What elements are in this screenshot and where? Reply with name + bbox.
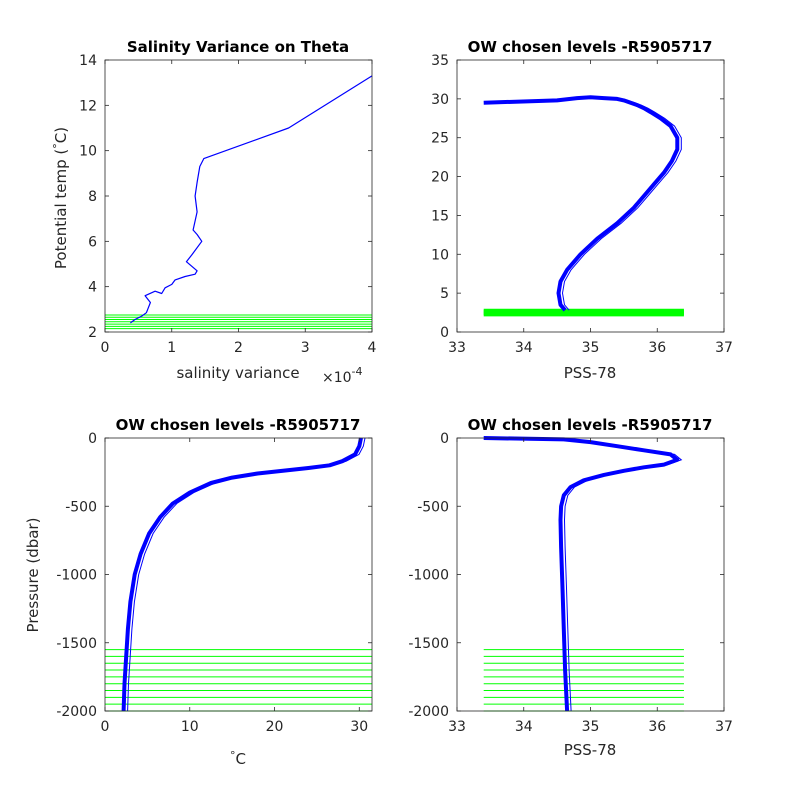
panel-0-x-exponent: ×10-4 — [322, 365, 363, 386]
panel-2-profile-line — [121, 437, 363, 712]
panel-0-ylabel-text: Potential temp ( — [52, 149, 70, 269]
panel-2-ytick-label: 0 — [88, 431, 97, 447]
panel-0-ylabel-degree: ° — [51, 143, 64, 149]
panel-3-profile-line — [483, 436, 680, 712]
panel-0-ylabel: Potential temp (°C) — [51, 127, 70, 269]
panel-2-ytick-label: -1000 — [56, 568, 97, 584]
panel-3-profile-spread-line — [487, 437, 683, 712]
panel-1-xtick-label: 37 — [715, 340, 733, 356]
panel-1-ytick-label: 35 — [431, 53, 449, 69]
panel-0-xtick-label: 1 — [167, 340, 176, 356]
panel-3-xlabel: PSS-78 — [564, 741, 617, 759]
panel-3-xtick-label: 33 — [448, 719, 466, 735]
panel-1-ytick-label: 5 — [440, 286, 449, 302]
panel-1-ytick-label: 15 — [431, 208, 449, 224]
panel-0-x-exponent-power: -4 — [352, 365, 363, 378]
panel-2-xtick-label: 20 — [266, 719, 284, 735]
panel-3-ytick-label: -2000 — [408, 704, 449, 720]
panel-0-title: Salinity Variance on Theta — [127, 38, 349, 56]
panel-0-xtick-label: 4 — [368, 340, 377, 356]
panel-3-xtick-label: 35 — [582, 719, 600, 735]
panel-0-xtick-label: 3 — [301, 340, 310, 356]
panel-3-xtick-label: 36 — [648, 719, 666, 735]
panel-1-title: OW chosen levels -R5905717 — [468, 38, 713, 56]
panel-1-profile-line — [483, 95, 680, 312]
panel-0-profile-line — [130, 75, 373, 324]
panel-0-ytick-label: 8 — [88, 189, 97, 205]
panel-1-ytick-label: 30 — [431, 92, 449, 108]
panel-1-ytick-label: 0 — [440, 325, 449, 341]
panel-3-ytick-label: -1000 — [408, 568, 449, 584]
panel-1-xtick-label: 36 — [648, 340, 666, 356]
panel-0-ylabel-unit: C) — [52, 127, 70, 143]
panel-0-ytick-label: 10 — [79, 144, 97, 160]
panel-2-ytick-label: -2000 — [56, 704, 97, 720]
panel-1-ytick-label: 20 — [431, 170, 449, 186]
panel-3-title: OW chosen levels -R5905717 — [468, 416, 713, 434]
panel-3-ytick-label: 0 — [440, 431, 449, 447]
panel-salinity-pressure: OW chosen levels -R5905717 PSS-78 33 34 35… — [408, 416, 733, 759]
panel-1-xtick-label: 35 — [582, 340, 600, 356]
panel-0-ytick-label: 2 — [88, 325, 97, 341]
panel-3-ytick-label: -1500 — [408, 636, 449, 652]
panel-2-ytick-label: -1500 — [56, 636, 97, 652]
panel-1-ytick-label: 25 — [431, 131, 449, 147]
panel-3-ytick-label: -500 — [417, 499, 449, 515]
panel-2-xtick-label: 10 — [181, 719, 199, 735]
panel-salinity-theta: OW chosen levels -R5905717 PSS-78 33 34 35… — [431, 38, 733, 382]
panel-0-x-exponent-base: ×10 — [322, 370, 352, 386]
panel-temperature-pressure: OW chosen levels -R5905717 °C Pressure (… — [24, 416, 373, 768]
panel-2-ytick-label: -500 — [65, 499, 97, 515]
panel-3-xtick-label: 34 — [515, 719, 533, 735]
panel-1-ytick-label: 10 — [431, 247, 449, 263]
panel-2-profile-spread-line — [127, 437, 366, 712]
panel-0-xtick-label: 0 — [101, 340, 110, 356]
panel-0-xtick-label: 2 — [234, 340, 243, 356]
panel-2-xlabel-text: C — [236, 750, 246, 768]
panel-0-ytick-label: 12 — [79, 98, 97, 114]
panel-1-profile-spread-line — [487, 96, 682, 311]
panel-1-xtick-label: 33 — [448, 340, 466, 356]
panel-1-xtick-label: 34 — [515, 340, 533, 356]
panel-0-ytick-label: 14 — [79, 53, 97, 69]
panel-0-xlabel: salinity variance — [176, 364, 299, 382]
panel-3-xtick-label: 37 — [715, 719, 733, 735]
panel-2-xlabel: °C — [230, 749, 246, 768]
panel-salinity-variance: Salinity Variance on Theta salinity vari… — [51, 38, 377, 386]
panel-2-xtick-label: 30 — [350, 719, 368, 735]
panel-1-xlabel: PSS-78 — [564, 364, 617, 382]
panel-0-ytick-label: 6 — [88, 234, 97, 250]
panel-2-ylabel: Pressure (dbar) — [24, 518, 42, 633]
panel-2-title: OW chosen levels -R5905717 — [116, 416, 361, 434]
panel-2-xlabel-degree: ° — [230, 749, 236, 762]
panel-0-ytick-label: 4 — [88, 280, 97, 296]
panel-2-xtick-label: 0 — [101, 719, 110, 735]
